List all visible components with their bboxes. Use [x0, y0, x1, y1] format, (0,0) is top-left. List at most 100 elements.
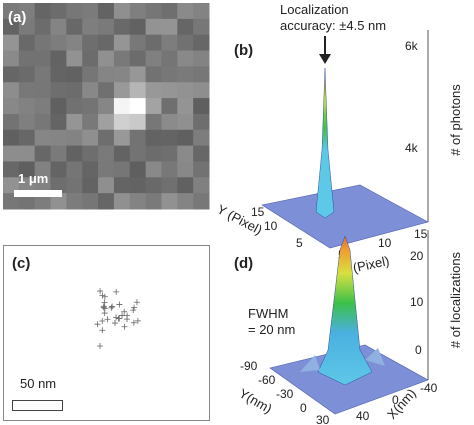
pixel	[3, 177, 20, 194]
panel-frame	[3, 245, 210, 421]
pixel	[161, 113, 178, 131]
cross	[124, 312, 131, 319]
pixel	[18, 161, 36, 178]
pixel	[34, 145, 52, 162]
annotation: Localization	[280, 2, 349, 17]
cross	[108, 304, 115, 311]
pixel	[177, 98, 194, 115]
pixel	[50, 18, 67, 36]
cross	[119, 312, 126, 319]
cross	[130, 319, 137, 326]
pixel	[177, 66, 194, 83]
z-tick-label: 4k	[405, 141, 419, 155]
pixel	[18, 113, 36, 131]
pixel	[18, 145, 36, 162]
pixel	[18, 66, 36, 83]
y-tick-label: 15	[251, 205, 265, 219]
pixel	[66, 82, 83, 99]
pixel	[129, 129, 147, 147]
pixel	[3, 129, 20, 147]
pixel	[66, 50, 83, 67]
y-tick-label: 5	[296, 236, 303, 250]
pixel	[3, 82, 20, 99]
pixel	[161, 82, 178, 99]
cross	[121, 308, 128, 315]
cross	[113, 314, 120, 321]
pixel	[177, 193, 194, 210]
scale-bar-label: 50 nm	[20, 376, 56, 391]
x-tick-label: 15	[414, 227, 428, 241]
pixel	[3, 113, 20, 131]
pixel	[145, 82, 162, 99]
pixel	[145, 177, 162, 194]
z-title: # of photons	[448, 84, 463, 156]
x-tick-label: 40	[356, 409, 370, 423]
pixel	[161, 161, 178, 178]
pixel	[161, 98, 178, 115]
pixel	[82, 129, 99, 147]
cross	[131, 304, 138, 311]
pixel	[129, 3, 147, 20]
pixel	[3, 98, 20, 115]
pixel	[34, 129, 52, 147]
annotation: = 20 nm	[248, 322, 295, 337]
pixel	[113, 3, 131, 20]
x-tick-label: 10	[378, 236, 392, 250]
panel-label: (c)	[12, 255, 30, 272]
pixel	[50, 50, 67, 67]
pixel	[161, 129, 178, 147]
pixel	[193, 161, 210, 178]
y-title: Y(nm)	[237, 386, 275, 417]
pixel	[34, 98, 52, 115]
pixel	[66, 193, 83, 210]
pixel	[193, 34, 210, 52]
pixel	[113, 34, 131, 52]
pixel	[113, 18, 131, 36]
pixel	[3, 50, 20, 67]
pixel	[145, 98, 162, 115]
pixel	[18, 18, 36, 36]
pixel	[129, 50, 147, 67]
pixel	[18, 129, 36, 147]
pixel	[50, 98, 67, 115]
pixel	[50, 3, 67, 20]
pixel	[98, 177, 115, 194]
cross	[121, 323, 128, 330]
pixel	[113, 66, 131, 83]
pixel	[50, 161, 67, 178]
z-tick-label: 0	[415, 343, 422, 357]
pixel	[145, 66, 162, 83]
z-tick-label: 10	[410, 295, 424, 309]
pixel	[113, 177, 131, 194]
pixel	[145, 193, 162, 210]
pixel	[66, 34, 83, 52]
pixel	[98, 34, 115, 52]
pixel	[18, 50, 36, 67]
z-title: # of localizations	[448, 251, 463, 348]
cross	[130, 307, 137, 314]
cross	[101, 299, 108, 306]
cross	[99, 318, 106, 325]
pixel	[113, 98, 131, 115]
panel-label: (a)	[8, 9, 26, 26]
pixel	[129, 34, 147, 52]
cross	[116, 301, 123, 308]
y-tick-label: 0	[300, 401, 307, 415]
surface-peak	[317, 235, 373, 386]
pixel	[145, 113, 162, 131]
pixel	[18, 98, 36, 115]
pixel	[129, 177, 147, 194]
pixel	[3, 161, 20, 178]
pixel	[66, 113, 83, 131]
pixel	[50, 113, 67, 131]
pixel	[18, 34, 36, 52]
pixel	[66, 145, 83, 162]
cross	[94, 321, 101, 328]
pixel	[129, 161, 147, 178]
pixel	[193, 50, 210, 67]
pixel	[34, 50, 52, 67]
pixel	[98, 145, 115, 162]
pixel	[193, 82, 210, 99]
pixel	[98, 129, 115, 147]
pixel	[161, 34, 178, 52]
